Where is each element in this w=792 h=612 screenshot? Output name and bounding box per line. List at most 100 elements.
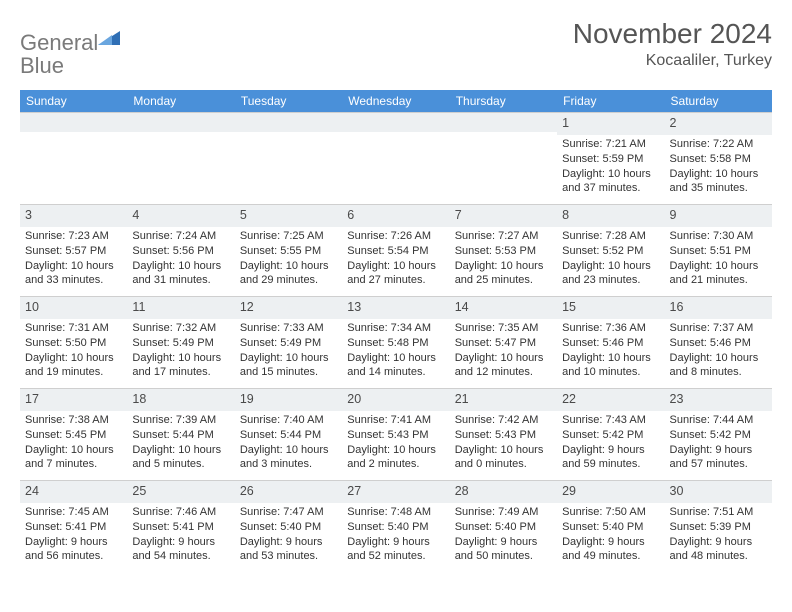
day-number: 10	[25, 299, 122, 316]
day1-label: Daylight: 9 hours	[132, 535, 229, 550]
sunrise-label: Sunrise: 7:40 AM	[240, 413, 337, 428]
daynum-bar: 22	[557, 389, 664, 411]
daynum-bar: 8	[557, 205, 664, 227]
day2-label: and 29 minutes.	[240, 273, 337, 288]
day2-label: and 2 minutes.	[347, 457, 444, 472]
sunset-label: Sunset: 5:45 PM	[25, 428, 122, 443]
day-cell: 27Sunrise: 7:48 AMSunset: 5:40 PMDayligh…	[342, 481, 449, 573]
logo-text: General Blue	[20, 32, 120, 78]
daynum-bar: 20	[342, 389, 449, 411]
daynum-bar: 14	[450, 297, 557, 319]
day-cell: 6Sunrise: 7:26 AMSunset: 5:54 PMDaylight…	[342, 205, 449, 297]
sunset-label: Sunset: 5:49 PM	[132, 336, 229, 351]
sunrise-label: Sunrise: 7:48 AM	[347, 505, 444, 520]
day1-label: Daylight: 10 hours	[25, 443, 122, 458]
day2-label: and 57 minutes.	[670, 457, 767, 472]
daynum-bar: 2	[665, 113, 772, 135]
day-cell: 12Sunrise: 7:33 AMSunset: 5:49 PMDayligh…	[235, 297, 342, 389]
day-number: 17	[25, 391, 122, 408]
day2-label: and 37 minutes.	[562, 181, 659, 196]
sunrise-label: Sunrise: 7:50 AM	[562, 505, 659, 520]
week-row: 17Sunrise: 7:38 AMSunset: 5:45 PMDayligh…	[20, 389, 772, 481]
page-header: General Blue November 2024 Kocaaliler, T…	[20, 18, 772, 78]
day1-label: Daylight: 9 hours	[562, 535, 659, 550]
day-number: 19	[240, 391, 337, 408]
sunrise-label: Sunrise: 7:23 AM	[25, 229, 122, 244]
day-number: 3	[25, 207, 122, 224]
day1-label: Daylight: 10 hours	[455, 351, 552, 366]
sunset-label: Sunset: 5:44 PM	[240, 428, 337, 443]
daynum-bar: 15	[557, 297, 664, 319]
daynum-bar	[342, 113, 449, 132]
day-number: 30	[670, 483, 767, 500]
day2-label: and 17 minutes.	[132, 365, 229, 380]
day-number: 18	[132, 391, 229, 408]
day-cell: 25Sunrise: 7:46 AMSunset: 5:41 PMDayligh…	[127, 481, 234, 573]
daynum-bar: 28	[450, 481, 557, 503]
sunrise-label: Sunrise: 7:35 AM	[455, 321, 552, 336]
day-cell: 14 Sunrise: 7:35 AMSunset: 5:47 PMDayligh…	[450, 297, 557, 389]
day1-label: Daylight: 10 hours	[670, 167, 767, 182]
sunset-label: Sunset: 5:40 PM	[562, 520, 659, 535]
sunset-label: Sunset: 5:54 PM	[347, 244, 444, 259]
day-number: 6	[347, 207, 444, 224]
day2-label: and 59 minutes.	[562, 457, 659, 472]
day1-label: Daylight: 10 hours	[240, 443, 337, 458]
sunset-label: Sunset: 5:47 PM	[455, 336, 552, 351]
day-cell: 13Sunrise: 7:34 AMSunset: 5:48 PMDayligh…	[342, 297, 449, 389]
day-number: 11	[132, 299, 229, 316]
sunrise-label: Sunrise: 7:38 AM	[25, 413, 122, 428]
title-block: November 2024 Kocaaliler, Turkey	[573, 18, 772, 70]
day2-label: and 50 minutes.	[455, 549, 552, 564]
week-row: 10Sunrise: 7:31 AMSunset: 5:50 PMDayligh…	[20, 297, 772, 389]
day2-label: and 8 minutes.	[670, 365, 767, 380]
sunrise-label: Sunrise: 7:45 AM	[25, 505, 122, 520]
day1-label: Daylight: 10 hours	[240, 259, 337, 274]
day2-label: and 12 minutes.	[455, 365, 552, 380]
day-number: 5	[240, 207, 337, 224]
sunset-label: Sunset: 5:52 PM	[562, 244, 659, 259]
day1-label: Daylight: 10 hours	[562, 167, 659, 182]
daynum-bar: 21	[450, 389, 557, 411]
day2-label: and 21 minutes.	[670, 273, 767, 288]
day1-label: Daylight: 9 hours	[670, 443, 767, 458]
day1-label: Daylight: 10 hours	[132, 443, 229, 458]
sunset-label: Sunset: 5:57 PM	[25, 244, 122, 259]
daynum-bar	[450, 113, 557, 132]
week-row: 3 Sunrise: 7:23 AMSunset: 5:57 PM Daylight…	[20, 205, 772, 297]
day2-label: and 3 minutes.	[240, 457, 337, 472]
day2-label: and 48 minutes.	[670, 549, 767, 564]
day-number: 2	[670, 115, 767, 132]
day1-label: Daylight: 10 hours	[132, 351, 229, 366]
weekday-header: Monday	[127, 90, 234, 113]
day1-label: Daylight: 9 hours	[670, 535, 767, 550]
weekday-header: Friday	[557, 90, 664, 113]
day2-label: and 52 minutes.	[347, 549, 444, 564]
sunset-label: Sunset: 5:40 PM	[347, 520, 444, 535]
daynum-bar: 24	[20, 481, 127, 503]
day2-label: and 33 minutes.	[25, 273, 122, 288]
day-number: 20	[347, 391, 444, 408]
location-label: Kocaaliler, Turkey	[573, 52, 772, 70]
day-cell: 17 Sunrise: 7:38 AMSunset: 5:45 PMDayligh…	[20, 389, 127, 481]
sunset-label: Sunset: 5:46 PM	[562, 336, 659, 351]
daynum-bar	[127, 113, 234, 132]
day1-label: Daylight: 10 hours	[670, 259, 767, 274]
sunrise-label: Sunrise: 7:27 AM	[455, 229, 552, 244]
day1-label: Daylight: 10 hours	[132, 259, 229, 274]
sunrise-label: Sunrise: 7:41 AM	[347, 413, 444, 428]
day-cell: 11Sunrise: 7:32 AMSunset: 5:49 PMDayligh…	[127, 297, 234, 389]
sunset-label: Sunset: 5:51 PM	[670, 244, 767, 259]
day2-label: and 0 minutes.	[455, 457, 552, 472]
day-cell: 7Sunrise: 7:27 AMSunset: 5:53 PMDaylight…	[450, 205, 557, 297]
sunset-label: Sunset: 5:44 PM	[132, 428, 229, 443]
sunrise-label: Sunrise: 7:37 AM	[670, 321, 767, 336]
day-number: 16	[670, 299, 767, 316]
daynum-bar: 17	[20, 389, 127, 411]
month-title: November 2024	[573, 18, 772, 50]
sunrise-label: Sunrise: 7:39 AM	[132, 413, 229, 428]
sunrise-label: Sunrise: 7:28 AM	[562, 229, 659, 244]
day-cell: 2Sunrise: 7:22 AMSunset: 5:58 PMDaylight…	[665, 113, 772, 205]
day2-label: and 54 minutes.	[132, 549, 229, 564]
day1-label: Daylight: 10 hours	[347, 443, 444, 458]
